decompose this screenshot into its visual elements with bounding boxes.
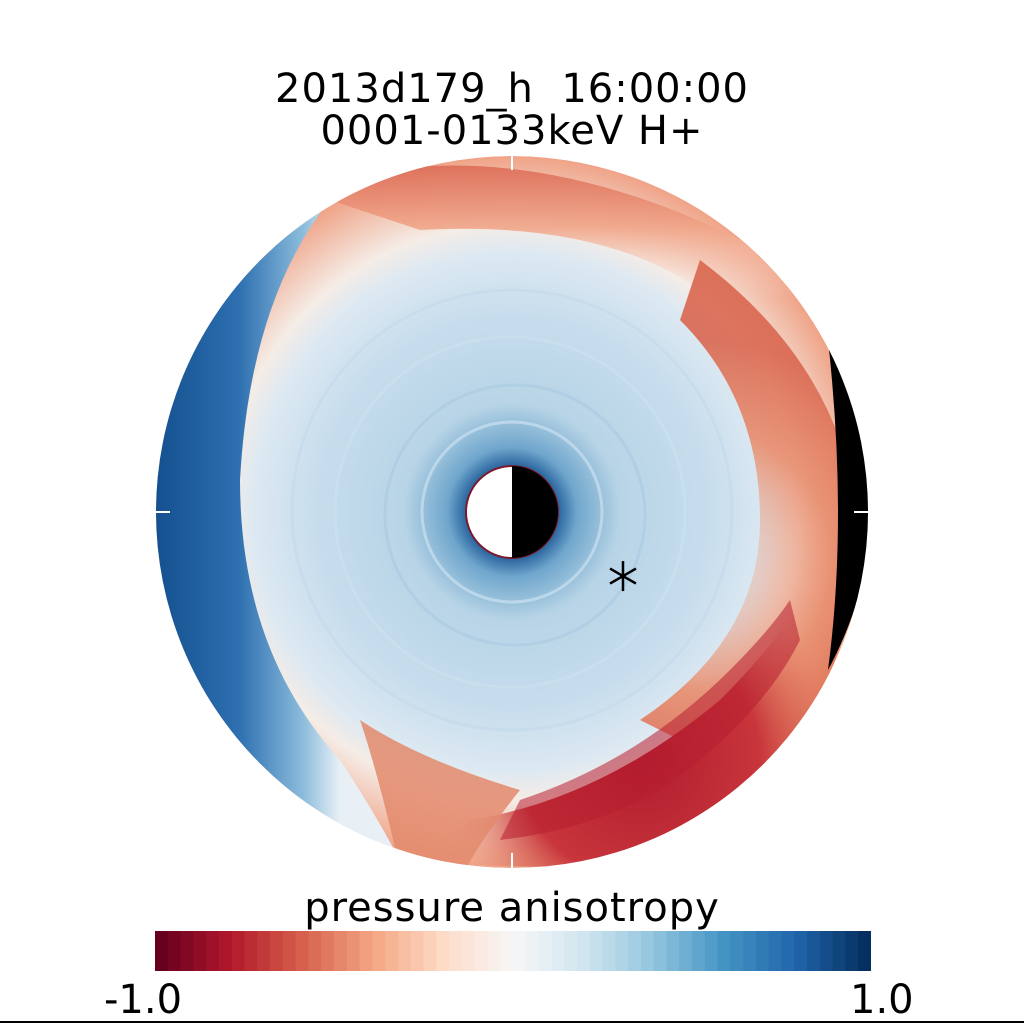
colorbar-swatch: [334, 931, 348, 971]
earth-icon: [465, 465, 559, 559]
colorbar-swatch: [832, 931, 847, 971]
colorbar-swatch: [295, 931, 310, 971]
colorbar-swatch: [346, 931, 361, 971]
colorbar-swatch: [538, 931, 552, 971]
colorbar: [155, 931, 871, 971]
colorbar-label: pressure anisotropy: [304, 885, 720, 931]
colorbar-swatch: [397, 931, 412, 971]
colorbar-swatch: [564, 931, 578, 971]
colorbar-swatch: [308, 931, 322, 971]
colorbar-swatch: [640, 931, 655, 971]
colorbar-swatch: [807, 931, 821, 971]
colorbar-swatch: [218, 931, 233, 971]
colorbar-swatch: [244, 931, 258, 971]
bottom-rule: [0, 1021, 1024, 1023]
colorbar-swatch: [359, 931, 373, 971]
colorbar-swatch: [679, 931, 693, 971]
colorbar-swatch: [193, 931, 207, 971]
colorbar-swatch: [576, 931, 591, 971]
asterisk-marker: [609, 561, 637, 592]
colorbar-swatch: [743, 931, 757, 971]
colorbar-swatch: [321, 931, 335, 971]
colorbar-swatch: [270, 931, 284, 971]
axis-ticks: [155, 155, 869, 868]
colorbar-swatch: [282, 931, 297, 971]
colorbar-swatch: [602, 931, 616, 971]
colorbar-swatch: [385, 931, 399, 971]
colorbar-swatch: [180, 931, 194, 971]
title-line-2: 0001-0133keV H+: [320, 108, 704, 154]
colorbar-swatch: [461, 931, 476, 971]
colorbar-swatch: [794, 931, 808, 971]
colorbar-swatch: [717, 931, 731, 971]
colorbar-swatch: [525, 931, 540, 971]
colorbar-swatch: [436, 931, 450, 971]
colorbar-swatch: [730, 931, 744, 971]
colorbar-swatch: [628, 931, 642, 971]
colorbar-swatch: [257, 931, 271, 971]
colorbar-swatch: [589, 931, 604, 971]
colorbar-swatch: [167, 931, 182, 971]
colorbar-swatch: [423, 931, 437, 971]
colorbar-swatch: [500, 931, 514, 971]
colorbar-swatch: [692, 931, 706, 971]
colorbar-swatch: [781, 931, 795, 971]
title-line-1: 2013d179_h 16:00:00: [275, 66, 749, 112]
colorbar-swatch: [858, 931, 871, 971]
colorbar-swatch: [845, 931, 859, 971]
colorbar-swatch: [551, 931, 565, 971]
colorbar-max-label: 1.0: [850, 977, 914, 1023]
colorbar-swatch: [513, 931, 527, 971]
colorbar-swatch: [666, 931, 680, 971]
colorbar-swatch: [819, 931, 834, 971]
colorbar-swatch: [449, 931, 463, 971]
asterisk-stroke: [609, 567, 637, 585]
colorbar-swatch: [231, 931, 246, 971]
colorbar-min-label: -1.0: [104, 977, 183, 1023]
colorbar-swatch: [487, 931, 501, 971]
colorbar-swatch: [768, 931, 783, 971]
colorbar-swatch: [474, 931, 489, 971]
colorbar-swatch: [372, 931, 386, 971]
colorbar-swatch: [653, 931, 668, 971]
colorbar-swatch: [155, 931, 169, 971]
colorbar-swatch: [755, 931, 770, 971]
colorbar-swatch: [206, 931, 220, 971]
colorbar-swatch: [704, 931, 719, 971]
colorbar-swatch: [410, 931, 425, 971]
colorbar-swatch: [615, 931, 629, 971]
